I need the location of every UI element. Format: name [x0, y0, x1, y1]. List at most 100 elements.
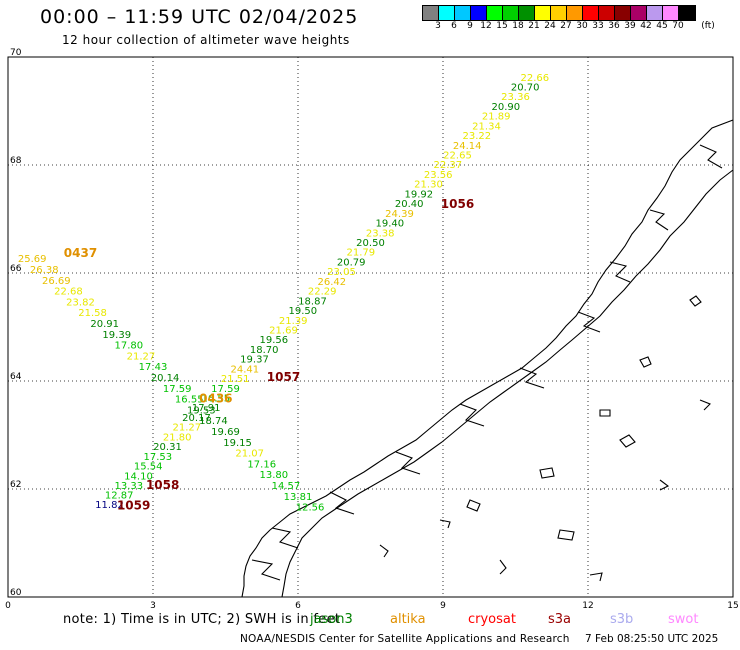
- satellite-tracks: 11.8212.8713.3314.1015.5417.5320.3121.80…: [18, 73, 549, 514]
- wave-height-label: 20.90: [492, 102, 521, 113]
- longitude-tick-label: 15: [727, 601, 738, 611]
- wave-height-label: 17.91: [192, 403, 221, 414]
- legend-satellite-cryosat: cryosat: [468, 612, 516, 627]
- wave-height-label: 23.56: [424, 170, 453, 181]
- pass-time-label: 1058: [146, 478, 179, 492]
- wave-height-label: 19.37: [240, 355, 269, 366]
- wave-height-label: 23.82: [66, 297, 95, 308]
- fjord-3: [609, 261, 631, 283]
- color-swatch: [439, 6, 455, 20]
- color-scale-label: 15: [496, 21, 508, 31]
- island-2: [639, 356, 652, 368]
- lake-3: [466, 499, 481, 512]
- color-swatch: [551, 6, 567, 20]
- wave-height-label: 23.05: [327, 267, 356, 278]
- color-scale-label: 6: [451, 21, 457, 31]
- lake-7: [659, 479, 670, 491]
- wave-height-label: 19.56: [260, 335, 289, 346]
- color-swatch: [455, 6, 471, 20]
- wave-height-label: 19.69: [211, 427, 240, 438]
- color-swatch: [663, 6, 679, 20]
- lake-1: [619, 434, 636, 448]
- wave-height-label: 21.27: [127, 351, 156, 362]
- wave-height-label: 19.40: [376, 219, 405, 230]
- color-swatch: [535, 6, 551, 20]
- color-swatch: [471, 6, 487, 20]
- wave-height-label: 21.30: [414, 180, 443, 191]
- legend-satellite-s3a: s3a: [548, 612, 572, 627]
- latitude-tick-label: 68: [10, 156, 22, 166]
- wave-height-label: 16.55: [202, 394, 231, 405]
- wave-height-label: 19.53: [187, 405, 216, 416]
- lake-2: [539, 467, 555, 479]
- color-scale-label: 18: [512, 21, 524, 31]
- wave-height-label: 17.80: [115, 341, 144, 352]
- wave-height-label: 19.50: [289, 306, 318, 317]
- fjord-10: [251, 559, 281, 581]
- wave-height-label: 18.87: [298, 296, 327, 307]
- wave-height-label: 22.68: [54, 287, 83, 298]
- fjord-5: [519, 367, 545, 389]
- pass-time-label: 1057: [267, 370, 300, 384]
- wave-height-label: 20.70: [511, 82, 540, 93]
- norway-coastline: [241, 119, 734, 598]
- footnote: note: 1) Time is in UTC; 2) SWH is in fe…: [63, 612, 341, 627]
- wave-height-label: 25.69: [18, 254, 47, 265]
- legend-satellite-jason3: jason3: [310, 612, 353, 627]
- wave-height-label: 21.34: [472, 121, 501, 132]
- fjord-2: [649, 209, 669, 231]
- latitude-tick-label: 62: [10, 480, 21, 490]
- wave-height-label: 12.87: [105, 491, 134, 502]
- pass-time-label: 1056: [441, 197, 474, 211]
- wave-height-label: 24.41: [231, 364, 260, 375]
- longitude-tick-label: 0: [5, 601, 11, 611]
- color-scale-label: 9: [467, 21, 473, 31]
- wave-height-label: 21.58: [78, 308, 107, 319]
- chart-title: 00:00 – 11:59 UTC 02/04/2025: [40, 6, 359, 28]
- color-scale-labels: 3 6 9 12 15 18 21 24 27 30 33 36 39 42 45 70 (ft): [422, 21, 740, 33]
- chart-subtitle: 12 hour collection of altimeter wave hei…: [62, 33, 350, 47]
- wave-height-label: 17.16: [247, 459, 276, 470]
- longitude-tick-label: 12: [582, 601, 593, 611]
- wave-height-label: 21.39: [279, 316, 308, 327]
- lake-9: [589, 572, 603, 582]
- color-swatch: [567, 6, 583, 20]
- fjord-8: [329, 491, 355, 515]
- wave-height-label: 19.92: [405, 189, 434, 200]
- wave-height-label: 22.29: [308, 287, 337, 298]
- coastline-inner: [281, 169, 734, 598]
- fjord-6: [459, 403, 485, 427]
- wave-height-label: 20.91: [90, 319, 119, 330]
- lake-6: [439, 519, 451, 529]
- wave-height-label: 21.80: [163, 432, 192, 443]
- wave-height-label: 20.50: [356, 238, 385, 249]
- color-swatch: [503, 6, 519, 20]
- coastline-main: [241, 119, 734, 598]
- lake-8: [699, 399, 711, 411]
- color-swatch: [631, 6, 647, 20]
- color-scale-label: 70: [672, 21, 684, 31]
- wave-height-label: 17.43: [139, 362, 168, 373]
- legend-satellite-s3b: s3b: [610, 612, 634, 627]
- color-swatch: [615, 6, 631, 20]
- wave-height-label: 19.15: [223, 438, 252, 449]
- color-scale-label: 21: [528, 21, 540, 31]
- wave-height-label: 24.14: [453, 141, 482, 152]
- wave-height-label: 15.54: [134, 462, 163, 473]
- wave-height-label: 23.22: [463, 131, 492, 142]
- wave-height-label: 23.36: [501, 92, 530, 103]
- color-scale-unit: (ft): [701, 21, 715, 31]
- island-1: [689, 295, 702, 307]
- wave-height-label: 16.55: [175, 395, 204, 406]
- color-scale-label: 3: [435, 21, 441, 31]
- fjord-4: [577, 311, 601, 333]
- wave-height-label: 17.59: [211, 384, 240, 395]
- wave-height-label: 20.79: [337, 257, 366, 268]
- wave-height-label: 14.10: [124, 471, 153, 482]
- color-scale-label: 12: [480, 21, 492, 31]
- pass-time-label: 0437: [64, 246, 97, 260]
- map-axis-labels: 0 3 6 9 12 15 60 62 64 66 68 70: [5, 48, 739, 611]
- latitude-tick-label: 64: [10, 372, 22, 382]
- wave-height-label: 20.40: [395, 199, 424, 210]
